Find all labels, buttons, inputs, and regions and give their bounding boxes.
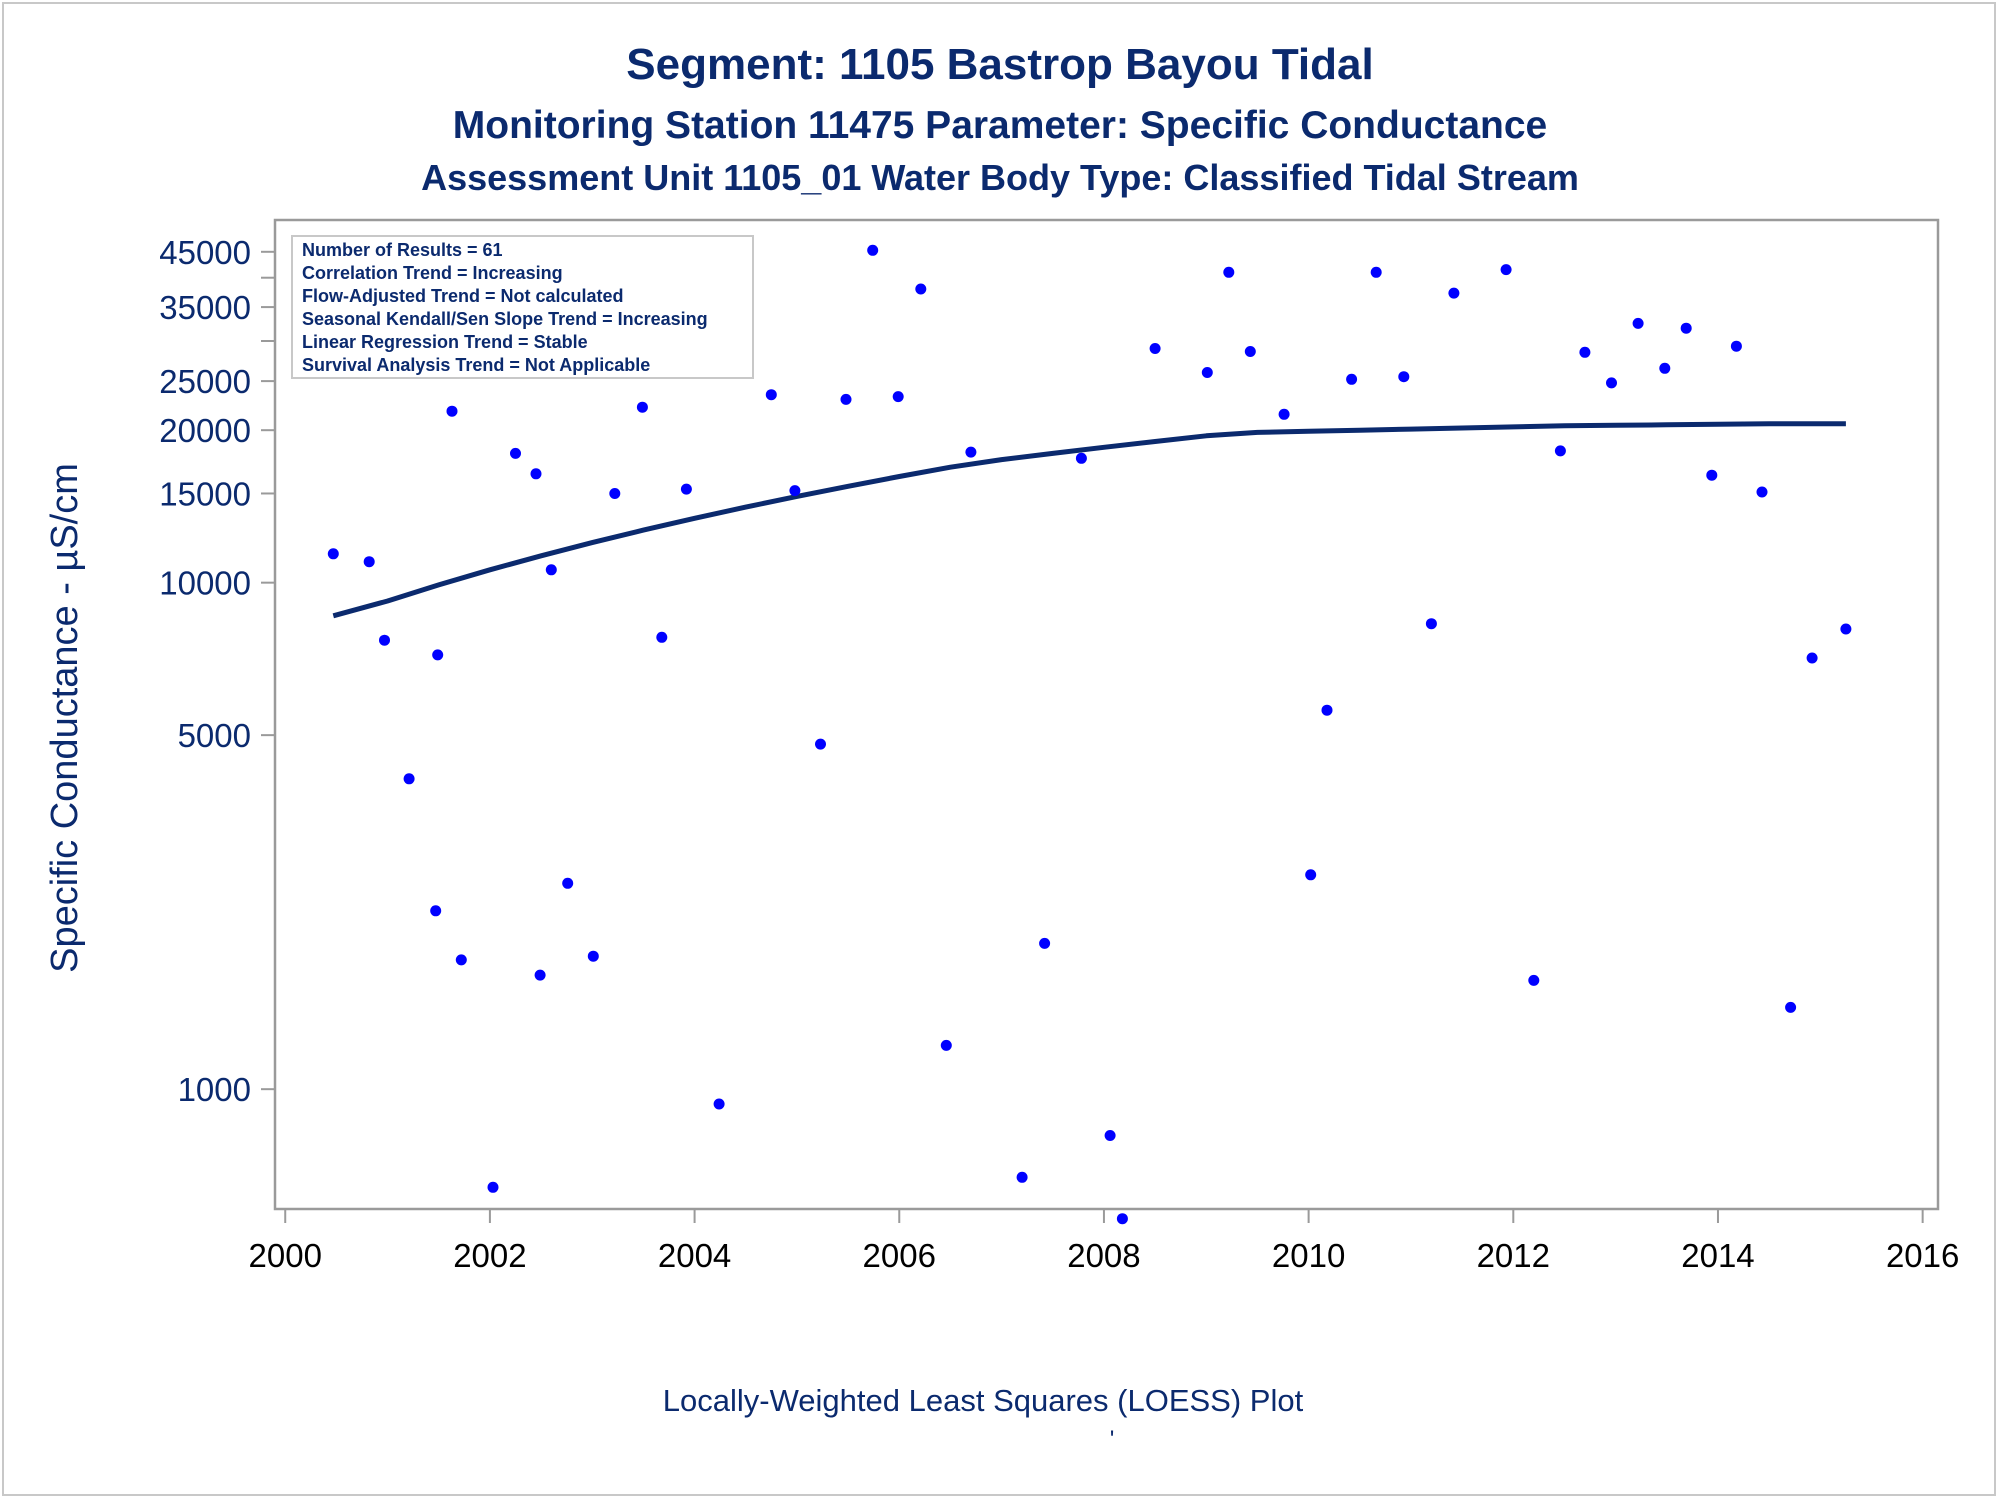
- data-point: [432, 649, 444, 661]
- legend-line: Survival Analysis Trend = Not Applicable: [302, 355, 650, 375]
- data-point: [892, 391, 904, 403]
- data-point: [1075, 452, 1087, 464]
- data-point: [1149, 343, 1161, 354]
- data-point: [1104, 1130, 1116, 1141]
- data-point: [1016, 1171, 1028, 1183]
- loess-layer: [332, 421, 1846, 619]
- data-point: [363, 556, 375, 568]
- data-point: [1500, 264, 1512, 276]
- y-tick-label: 45000: [159, 234, 251, 271]
- data-point: [1116, 1213, 1128, 1225]
- legend-line: Number of Results = 61: [302, 240, 503, 260]
- data-point: [487, 1181, 499, 1193]
- data-point: [327, 548, 339, 560]
- data-point: [1659, 362, 1671, 374]
- x-tick-label: 2016: [1886, 1237, 1959, 1274]
- y-tick-label: 35000: [159, 289, 251, 326]
- y-axis-label: Specific Conductance - µS/cm: [44, 463, 86, 973]
- data-point: [1680, 322, 1692, 334]
- data-point: [1244, 346, 1256, 357]
- data-point: [656, 631, 668, 643]
- data-point: [1706, 469, 1718, 481]
- data-point: [789, 485, 801, 497]
- y-tick-label: 1000: [178, 1071, 251, 1108]
- data-point: [815, 738, 826, 750]
- y-axis: 1000 5000 10000 15000 20000 25000 35000 45000: [159, 234, 275, 1108]
- plot-area: [273, 218, 1940, 1211]
- legend-box: Number of Results = 61 Correlation Trend …: [291, 235, 754, 379]
- data-point: [534, 969, 546, 981]
- x-tick-label: 2002: [453, 1237, 526, 1274]
- y-tick-label: 25000: [159, 363, 251, 400]
- x-tick-label: 2008: [1067, 1237, 1140, 1274]
- data-point: [1398, 371, 1410, 383]
- plot-footnote: Locally-Weighted Least Squares (LOESS) P…: [663, 1383, 1304, 1418]
- x-tick-label: 2004: [658, 1237, 731, 1274]
- data-point: [1528, 974, 1540, 986]
- data-point: [1346, 373, 1358, 385]
- x-tick-label: 2006: [863, 1237, 936, 1274]
- data-point: [1579, 346, 1591, 358]
- data-point: [1730, 340, 1742, 352]
- data-point: [1806, 652, 1818, 664]
- y-tick-label: 20000: [159, 412, 251, 449]
- data-point: [1039, 937, 1051, 949]
- data-point: [1554, 445, 1566, 457]
- data-point: [840, 393, 852, 405]
- legend-line: Linear Regression Trend = Stable: [302, 332, 588, 352]
- data-point: [1632, 317, 1644, 329]
- data-point: [1370, 266, 1382, 278]
- data-point: [1606, 377, 1617, 389]
- data-point: [1223, 266, 1235, 278]
- data-point: [545, 564, 557, 576]
- data-point: [965, 446, 977, 458]
- x-tick-label: 2014: [1681, 1237, 1754, 1274]
- data-point: [636, 401, 648, 413]
- x-axis: 2000 2002 2004 2006 2008 2010 2012 2014 2016: [249, 1209, 1959, 1274]
- data-point: [1785, 1001, 1797, 1013]
- y-tick-label: 5000: [178, 717, 251, 754]
- data-point: [713, 1098, 725, 1110]
- y-tick-label: 15000: [159, 475, 251, 512]
- footnote-mark: ': [1110, 1426, 1115, 1453]
- data-point: [430, 905, 442, 917]
- data-point: [940, 1039, 952, 1051]
- legend-line: Seasonal Kendall/Sen Slope Trend = Incre…: [302, 309, 708, 329]
- legend-line: Flow-Adjusted Trend = Not calculated: [302, 286, 624, 306]
- chart-title: Segment: 1105 Bastrop Bayou Tidal: [626, 40, 1373, 89]
- data-point: [609, 488, 621, 499]
- data-point: [446, 405, 458, 417]
- x-tick-label: 2012: [1477, 1237, 1550, 1274]
- data-point: [915, 283, 927, 295]
- data-point: [455, 954, 467, 966]
- x-tick-label: 2010: [1272, 1237, 1345, 1274]
- legend-frame: [291, 235, 754, 379]
- y-tick-label: 10000: [159, 565, 251, 602]
- data-point: [1305, 869, 1317, 881]
- chart-subtitle: Monitoring Station 11475 Parameter: Spec…: [453, 104, 1547, 147]
- data-point: [510, 447, 521, 459]
- data-point: [1321, 704, 1333, 716]
- legend-line: Correlation Trend = Increasing: [302, 263, 563, 283]
- data-point: [562, 877, 574, 889]
- data-point: [680, 483, 692, 495]
- data-point: [867, 244, 879, 256]
- data-point: [530, 468, 542, 480]
- data-point: [1756, 486, 1768, 498]
- data-point: [587, 950, 599, 962]
- chart-subtitle-2: Assessment Unit 1105_01 Water Body Type:…: [421, 157, 1579, 198]
- data-point: [1840, 623, 1852, 635]
- loess-curve: [332, 421, 1846, 619]
- legend-lines: Number of Results = 61 Correlation Trend …: [302, 240, 708, 375]
- x-tick-label: 2000: [249, 1237, 322, 1274]
- data-point: [1425, 618, 1437, 630]
- data-point: [403, 773, 415, 785]
- data-point: [1448, 287, 1460, 299]
- data-point: [1278, 408, 1290, 420]
- data-point: [1201, 367, 1213, 378]
- data-point: [765, 389, 777, 401]
- data-point: [379, 634, 390, 646]
